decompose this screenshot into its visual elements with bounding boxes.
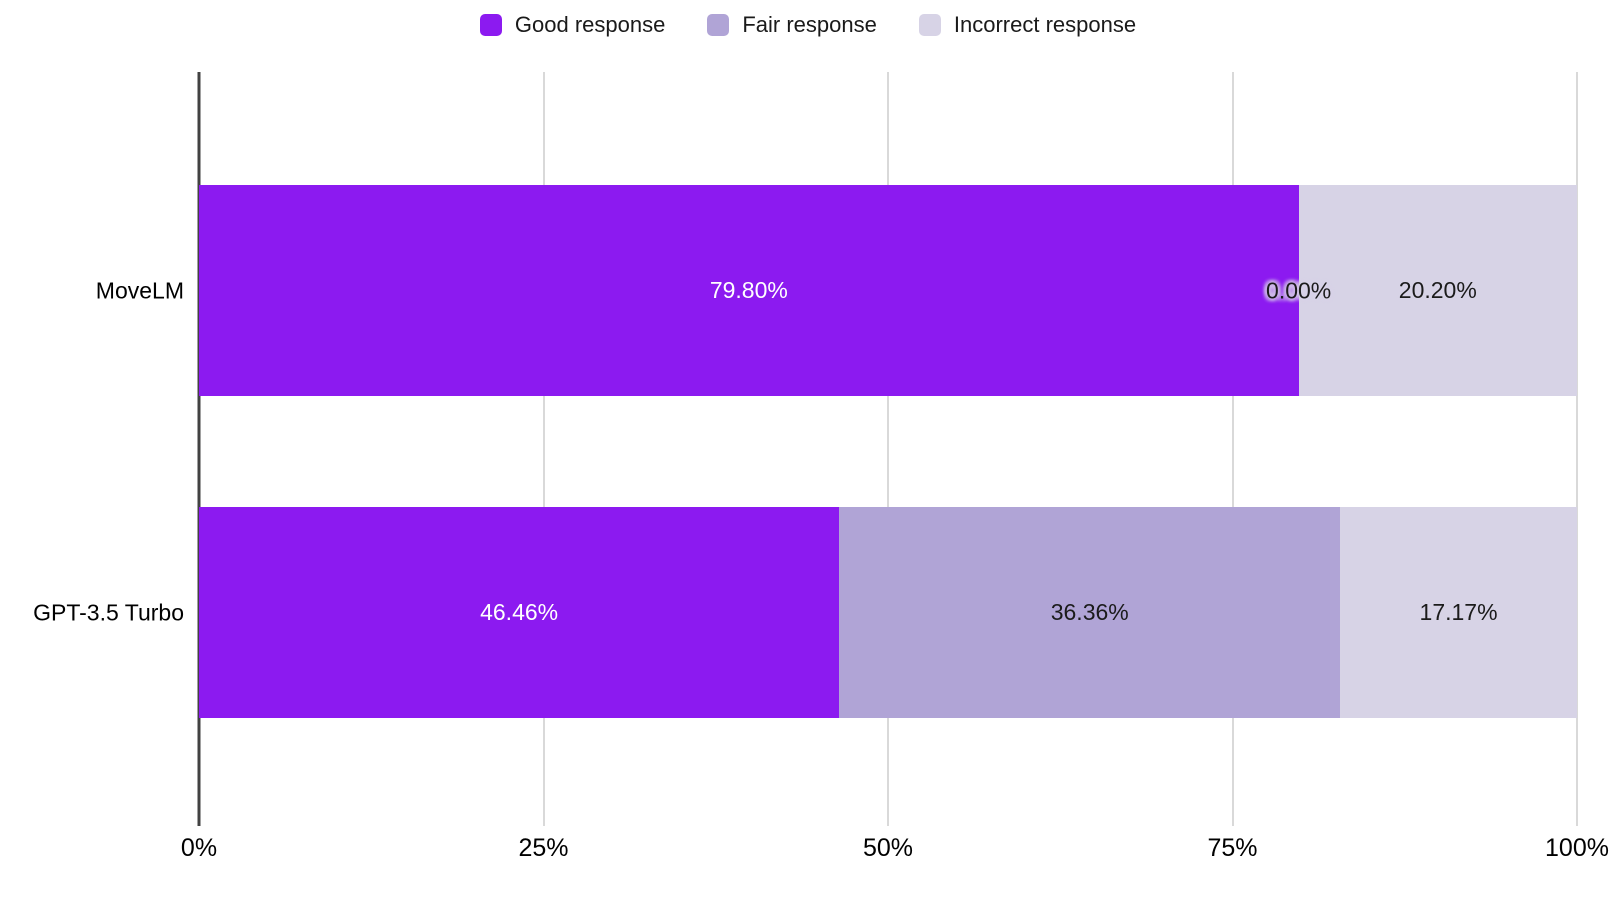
segment-value-label: 17.17%: [1419, 599, 1498, 625]
x-tick-label: 75%: [1207, 834, 1258, 862]
bar-row-movelm: 79.80% 0.00% 20.20%: [199, 185, 1577, 396]
legend-item-fair-response: Fair response: [707, 12, 877, 38]
x-tick-label: 100%: [1545, 834, 1609, 862]
legend-swatch-fair-response-icon: [707, 14, 730, 36]
bar-segment-incorrect-response: 20.20%: [1298, 185, 1577, 396]
legend-label: Good response: [514, 12, 666, 37]
x-tick-label: 0%: [180, 834, 218, 862]
legend-item-good-response: Good response: [479, 12, 666, 38]
bar-segment-good-response: 46.46%: [199, 507, 840, 718]
segment-value-label: 46.46%: [480, 599, 559, 625]
legend-label: Fair response: [742, 12, 877, 37]
gridline: [887, 72, 889, 826]
segment-value-label-zero: 0.00%: [1266, 277, 1332, 303]
x-tick-label: 50%: [862, 834, 914, 862]
legend-swatch-good-response-icon: [479, 14, 502, 36]
segment-value-label: 36.36%: [1050, 599, 1129, 625]
bar-row-gpt-3.5-turbo: 46.46% 36.36% 17.17%: [199, 507, 1577, 718]
gridline: [542, 72, 545, 826]
category-label-gpt-3.5-turbo: GPT-3.5 Turbo: [33, 599, 184, 625]
bar-segment-fair-response: 36.36%: [839, 507, 1341, 718]
x-tick-label: 25%: [518, 834, 569, 862]
bar-segment-incorrect-response: 17.17%: [1340, 507, 1577, 718]
segment-value-label: 79.80%: [709, 277, 788, 303]
legend-item-incorrect-response: Incorrect response: [918, 12, 1137, 38]
legend-label: Incorrect response: [953, 12, 1137, 37]
y-axis-line: [197, 72, 201, 826]
legend: Good response Fair response Incorrect resp…: [0, 12, 1616, 38]
gridline: [1576, 72, 1578, 826]
category-label-movelm: MoveLM: [95, 277, 184, 303]
gridline: [1231, 72, 1234, 826]
bar-segment-good-response: 79.80%: [199, 185, 1299, 396]
segment-value-label: 20.20%: [1398, 277, 1477, 303]
plot-area: 0% 25% 50% 75% 100% 79.80% 0.00% 20.20% MoveLM 46…: [33, 72, 1609, 862]
legend-swatch-incorrect-response-icon: [918, 14, 941, 36]
